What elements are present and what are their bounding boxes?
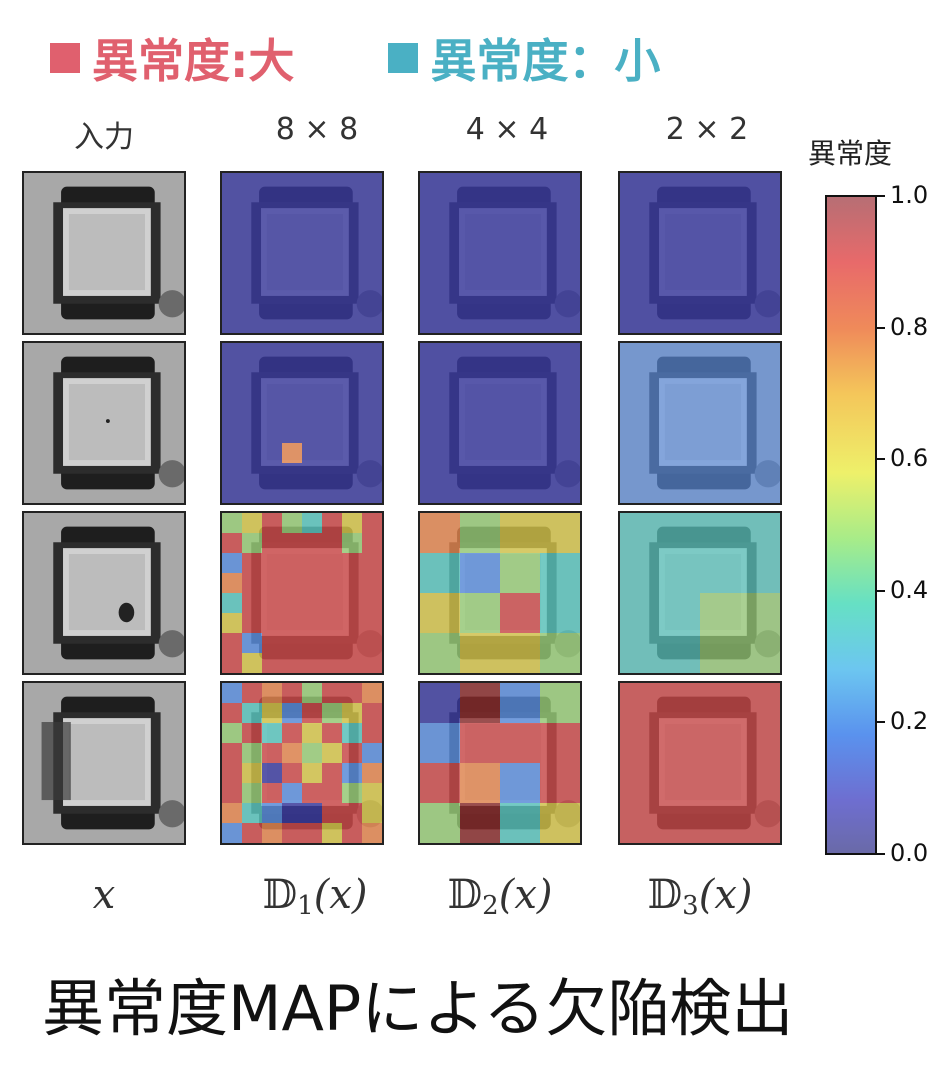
column-header-input: 入力	[74, 120, 134, 155]
label-d3: 𝔻3(x)	[647, 872, 753, 921]
colorbar-tick-label: 0.4	[890, 575, 929, 604]
map-2x2-row-1	[618, 171, 782, 335]
map-4x4-row-4	[418, 681, 582, 845]
colorbar-tick	[877, 195, 885, 197]
input-image-row-3	[22, 511, 186, 675]
map-4x4-row-3	[418, 511, 582, 675]
colorbar-tick-label: 0.2	[890, 707, 929, 736]
colorbar-tick	[877, 853, 885, 855]
legend-label-large: 異常度:大	[92, 34, 295, 88]
colorbar-tick	[877, 326, 885, 329]
input-image-row-4	[22, 681, 186, 845]
legend-label-small: 異常度：小	[430, 34, 661, 88]
map-2x2-row-3	[618, 511, 782, 675]
map-4x4-row-1	[418, 171, 582, 335]
colorbar-tick	[877, 589, 885, 592]
column-header-4x4: 4 × 4	[465, 112, 549, 147]
input-image-row-2	[22, 341, 186, 505]
map-8x8-row-2	[220, 341, 384, 505]
colorbar-tick-label: 1.0	[890, 181, 929, 209]
colorbar-tick-label: 0.0	[890, 839, 929, 867]
colorbar-tick-label: 0.6	[890, 444, 929, 473]
caption: 異常度MAPによる欠陥検出	[42, 972, 794, 1045]
map-2x2-row-2	[618, 341, 782, 505]
column-header-8x8: 8 × 8	[275, 112, 359, 147]
legend-swatch-large	[50, 43, 80, 73]
colorbar-title: 異常度	[808, 137, 893, 170]
colorbar-tick	[877, 458, 885, 461]
map-4x4-row-2	[418, 341, 582, 505]
column-header-2x2: 2 × 2	[665, 112, 749, 147]
legend: 異常度:大 異常度：小	[50, 28, 660, 88]
colorbar	[825, 195, 877, 855]
legend-item-large: 異常度:大	[50, 25, 294, 91]
label-input-x: x	[92, 872, 116, 918]
map-8x8-row-3	[220, 511, 384, 675]
label-d2: 𝔻2(x)	[447, 872, 553, 921]
colorbar-tick	[877, 721, 885, 724]
legend-item-small: 異常度：小	[388, 25, 660, 91]
map-2x2-row-4	[618, 681, 782, 845]
map-8x8-row-4	[220, 681, 384, 845]
label-d1: 𝔻1(x)	[262, 872, 368, 921]
legend-swatch-small	[388, 43, 419, 73]
colorbar-tick-label: 0.8	[890, 312, 929, 341]
input-image-row-1	[22, 171, 186, 335]
map-8x8-row-1	[220, 171, 384, 335]
